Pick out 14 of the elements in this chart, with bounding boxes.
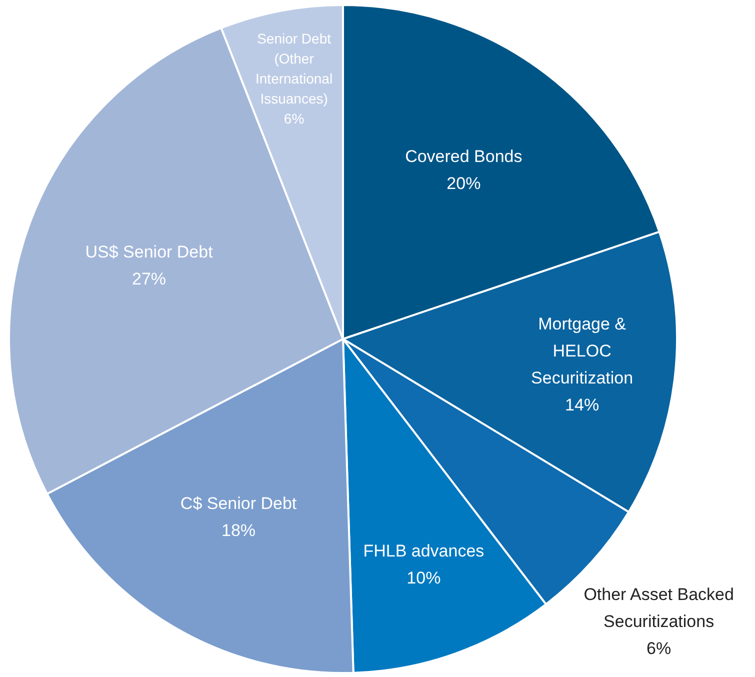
slice-label: Covered Bonds bbox=[405, 146, 522, 166]
data-label: 27% bbox=[132, 270, 166, 289]
data-label: 6% bbox=[284, 110, 304, 127]
data-label: 6% bbox=[646, 638, 672, 658]
slice-label: Senior Debt (Other International Issuances) bbox=[256, 30, 333, 107]
slice-label: US$ Senior Debt bbox=[85, 242, 214, 262]
data-label: 10% bbox=[406, 568, 441, 588]
slice-label: C$ Senior Debt bbox=[180, 494, 297, 513]
slice-label: Other Asset Backed Securitizations bbox=[584, 584, 734, 631]
data-label: 14% bbox=[565, 395, 600, 414]
slice-label: FHLB advances bbox=[363, 542, 484, 561]
slice-label: Mortgage & HELOC Securitization bbox=[531, 314, 634, 388]
data-label: 20% bbox=[446, 174, 481, 193]
data-label: 18% bbox=[222, 520, 256, 540]
